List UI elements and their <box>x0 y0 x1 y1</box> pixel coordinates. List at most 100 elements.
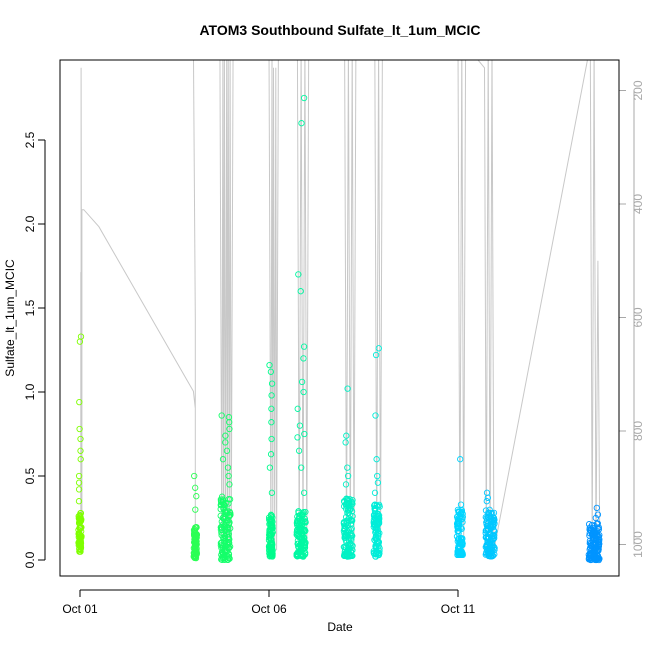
data-point <box>347 505 354 513</box>
points-layer <box>75 94 603 564</box>
data-point <box>375 345 382 352</box>
data-point <box>75 486 83 493</box>
data-point <box>226 481 233 488</box>
data-point <box>269 550 276 558</box>
data-point <box>295 509 302 517</box>
data-point <box>223 524 230 531</box>
data-point <box>268 380 276 387</box>
data-point <box>373 525 380 532</box>
data-point <box>268 392 275 399</box>
data-point <box>301 430 308 438</box>
data-point <box>587 527 594 534</box>
data-point <box>372 553 379 560</box>
data-point <box>372 551 379 558</box>
data-point <box>585 555 593 562</box>
data-point <box>221 502 228 509</box>
altitude-line <box>80 60 601 551</box>
data-point <box>372 412 379 419</box>
data-point <box>298 464 305 471</box>
chart-title: ATOM3 Southbound Sulfate_lt_1um_MCIC <box>199 22 480 38</box>
data-point <box>218 518 225 525</box>
data-point <box>76 533 84 540</box>
data-point <box>595 524 602 531</box>
data-point <box>295 544 303 551</box>
data-point <box>298 378 306 386</box>
axes-layer: 0.0 0.5 1.0 1.5 2.0 2.5 Oct 01 Oct 06 Oct 11 200 4… <box>23 80 645 616</box>
data-point <box>268 405 275 412</box>
y-axis-label: Sulfate_lt_1um_MCIC <box>3 259 17 377</box>
data-point <box>454 538 461 545</box>
data-point <box>222 439 229 446</box>
data-point <box>294 434 301 441</box>
y2-tick-label: 800 <box>631 421 645 441</box>
data-point <box>483 541 490 549</box>
data-point <box>191 554 198 561</box>
data-point <box>483 526 490 534</box>
data-point <box>372 512 379 520</box>
data-point <box>227 511 234 519</box>
data-point <box>77 447 84 454</box>
data-point <box>300 537 307 544</box>
y-tick-label: 1.5 <box>23 299 37 316</box>
data-point <box>221 534 228 542</box>
x-tick-label: Oct 06 <box>251 602 287 616</box>
data-point <box>296 422 304 429</box>
data-point <box>376 501 383 509</box>
data-point <box>300 343 308 350</box>
data-point <box>595 526 603 533</box>
data-point <box>300 388 307 396</box>
data-point <box>340 527 348 535</box>
y-tick-label: 1.0 <box>23 383 37 400</box>
data-point <box>76 425 83 433</box>
data-point <box>375 519 382 527</box>
data-point <box>75 472 83 480</box>
data-point <box>344 385 351 392</box>
data-point <box>78 524 85 531</box>
data-point <box>586 550 594 558</box>
data-point <box>344 472 352 480</box>
data-point <box>193 493 200 500</box>
data-point <box>76 398 83 406</box>
data-point <box>294 540 301 547</box>
data-point <box>222 527 229 534</box>
data-point <box>374 472 381 480</box>
data-point <box>77 513 84 521</box>
data-point <box>348 517 355 524</box>
data-point <box>219 456 227 463</box>
data-point <box>483 489 491 496</box>
data-point <box>266 516 273 523</box>
data-point <box>372 351 380 359</box>
data-point <box>297 288 304 295</box>
data-point <box>593 504 600 512</box>
data-point <box>592 514 599 522</box>
data-point <box>267 368 275 375</box>
data-point <box>77 539 85 546</box>
data-point <box>340 498 348 505</box>
data-point <box>75 479 83 486</box>
data-point <box>192 484 199 491</box>
x-axis-label: Date <box>327 620 353 634</box>
data-point <box>77 435 84 443</box>
data-point <box>301 541 309 548</box>
data-point <box>222 432 229 439</box>
data-point <box>223 447 231 454</box>
y2-tick-label: 400 <box>631 194 645 214</box>
data-point <box>192 506 199 513</box>
data-point <box>347 520 354 528</box>
y2-tick-label: 200 <box>631 80 645 100</box>
data-point <box>220 531 227 538</box>
altitude-series-layer <box>80 60 601 551</box>
data-point <box>592 554 599 561</box>
data-point <box>345 553 353 560</box>
data-point <box>295 447 303 454</box>
data-point <box>265 514 273 521</box>
x-tick-label: Oct 01 <box>62 602 98 616</box>
data-point <box>225 500 232 507</box>
data-point <box>223 509 231 517</box>
data-point <box>456 508 463 515</box>
data-point <box>482 527 489 534</box>
data-point <box>191 531 198 538</box>
data-point <box>266 542 273 549</box>
data-point <box>487 509 494 517</box>
